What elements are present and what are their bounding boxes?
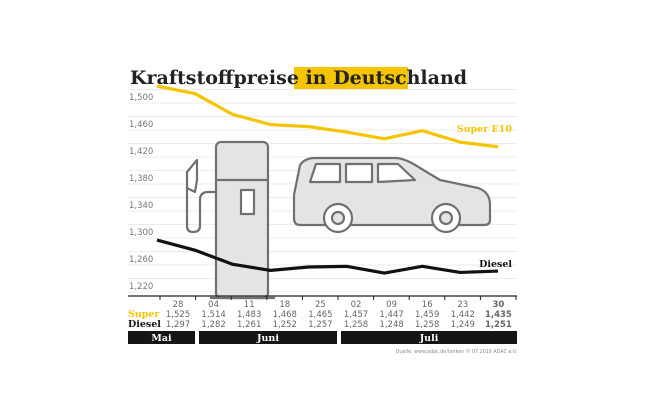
x-tick-label: 11	[244, 300, 255, 310]
data-label: 1,457	[344, 310, 368, 320]
data-label: 1,282	[201, 320, 225, 330]
y-tick-label: 1,260	[129, 255, 153, 265]
data-label: 1,468	[273, 310, 297, 320]
month-label: Mai	[151, 333, 172, 344]
month-label: Juli	[419, 333, 439, 344]
data-label: 1,252	[273, 320, 297, 330]
y-tick-label: 1,420	[129, 147, 153, 157]
y-tick-label: 1,380	[129, 174, 153, 184]
legend-diesel: Diesel	[479, 259, 512, 270]
row-label: Diesel	[128, 319, 161, 330]
x-tick-label: 30	[492, 300, 504, 310]
x-tick-label: 23	[457, 300, 468, 310]
data-label: 1,459	[415, 310, 439, 320]
x-tick-label: 16	[422, 300, 433, 310]
data-label: 1,249	[451, 320, 475, 330]
y-tick-label: 1,340	[129, 201, 153, 211]
fuel-pump-icon	[185, 140, 275, 300]
data-label: 1,297	[166, 320, 190, 330]
series-line-super	[156, 84, 499, 149]
data-label: 1,447	[379, 310, 403, 320]
data-label: 1,483	[237, 310, 261, 320]
data-label: 1,514	[201, 310, 225, 320]
data-label: 1,248	[379, 320, 403, 330]
month-label: Juni	[256, 333, 279, 344]
legend-super-e10: Super E10	[457, 124, 513, 135]
car-icon	[292, 156, 492, 234]
y-tick-label: 1,300	[129, 228, 153, 238]
data-label: 1,261	[237, 320, 261, 330]
x-tick-label: 02	[351, 300, 362, 310]
x-tick-label: 04	[208, 300, 219, 310]
month-bar	[128, 331, 195, 344]
x-tick-label: 09	[386, 300, 397, 310]
x-tick-label: 28	[173, 300, 184, 310]
month-bar	[199, 331, 337, 344]
data-label: 1,258	[344, 320, 368, 330]
row-label: Super	[128, 309, 160, 320]
x-tick-label: 18	[279, 300, 290, 310]
source-note: Quelle: www.adac.de/tanken © 07.2019 ADA…	[396, 348, 517, 355]
illustration	[185, 140, 492, 300]
data-label: 1,442	[451, 310, 475, 320]
chart-title: Kraftstoffpreise in Deutschland	[130, 67, 467, 89]
x-tick-label: 25	[315, 300, 326, 310]
month-bar	[341, 331, 517, 344]
data-label: 1,435	[485, 310, 512, 320]
title-highlight-bg	[294, 67, 408, 89]
y-tick-label: 1,460	[129, 120, 153, 130]
series-line-diesel	[156, 238, 499, 275]
data-label: 1,257	[308, 320, 332, 330]
data-label: 1,465	[308, 310, 332, 320]
y-tick-label: 1,500	[129, 93, 153, 103]
y-tick-label: 1,220	[129, 282, 153, 292]
data-label: 1,525	[166, 310, 190, 320]
data-label: 1,258	[415, 320, 439, 330]
data-label: 1,251	[485, 320, 512, 330]
